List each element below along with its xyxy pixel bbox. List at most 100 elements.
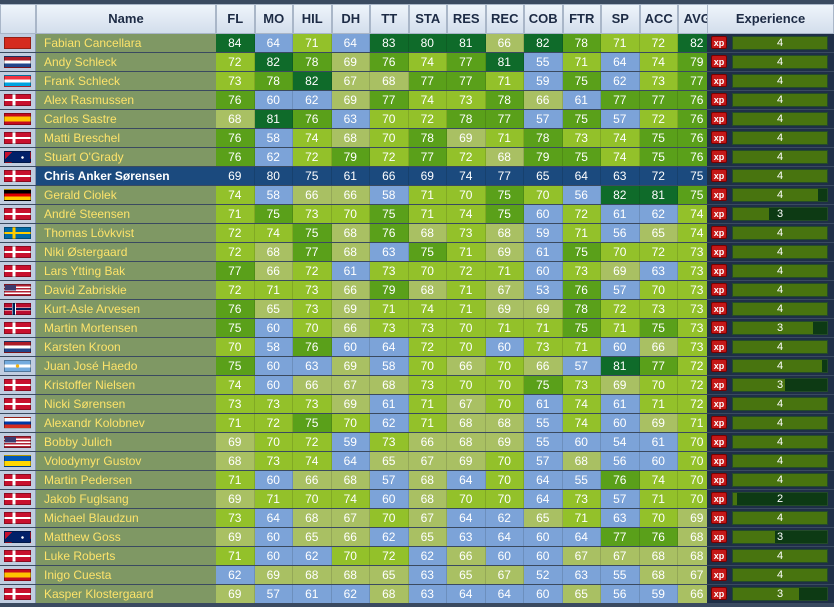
experience-cell: xp 4 <box>707 414 834 432</box>
experience-level: 4 <box>776 436 784 448</box>
rider-name[interactable]: Bobby Julich <box>36 433 216 451</box>
rider-name[interactable]: Jakob Fuglsang <box>36 490 216 508</box>
rider-row[interactable]: Nicki Sørensen 73 73 73 69 61 71 67 70 61 74 61 71 72… <box>0 395 834 414</box>
rider-name[interactable]: Niki Østergaard <box>36 243 216 261</box>
rider-name[interactable]: Matti Breschel <box>36 129 216 147</box>
xp-icon: xp <box>711 150 727 163</box>
rider-name[interactable]: Stuart O'Grady <box>36 148 216 166</box>
rider-name[interactable]: Karsten Kroon <box>36 338 216 356</box>
rider-row[interactable]: Alexandr Kolobnev 71 72 75 70 62 71 68 68 55 74 60 6… <box>0 414 834 433</box>
usa-flag-icon <box>4 436 31 448</box>
column-header-dh[interactable]: DH <box>331 4 370 34</box>
rider-row[interactable]: Lars Ytting Bak 77 66 72 61 73 70 72 71 60 73 69 63 7… <box>0 262 834 281</box>
rider-row[interactable]: David Zabriskie 72 71 73 66 79 68 71 67 53 76 57 70 7… <box>0 281 834 300</box>
rider-name[interactable]: Kristoffer Nielsen <box>36 376 216 394</box>
rider-row[interactable]: Luke Roberts 71 60 62 70 72 62 66 60 60 67 67 68 68 xp… <box>0 547 834 566</box>
stat-sta: 70 <box>408 262 447 280</box>
rider-name[interactable]: Martin Pedersen <box>36 471 216 489</box>
stat-avg: 72 <box>678 376 717 394</box>
rider-name[interactable]: Nicki Sørensen <box>36 395 216 413</box>
experience-level: 4 <box>776 189 784 201</box>
column-header-ftr[interactable]: FTR <box>562 4 601 34</box>
rider-name[interactable]: Carlos Sastre <box>36 110 216 128</box>
rider-row[interactable]: Niki Østergaard 72 68 77 68 63 75 71 69 61 75 70 72 7… <box>0 243 834 262</box>
stat-sp: 63 <box>601 509 640 527</box>
rider-name[interactable]: Luke Roberts <box>36 547 216 565</box>
column-header-mo[interactable]: MO <box>254 4 293 34</box>
experience-cell: xp 4 <box>707 452 834 470</box>
rider-row[interactable]: Juan José Haedo 75 60 63 69 58 70 66 70 66 57 81 77 7… <box>0 357 834 376</box>
rider-row[interactable]: Kristoffer Nielsen 74 60 66 67 68 73 70 70 75 73 69… <box>0 376 834 395</box>
stat-sp: 63 <box>601 167 640 185</box>
stat-ftr: 55 <box>562 471 601 489</box>
stat-cob: 64 <box>524 471 563 489</box>
column-header-res[interactable]: RES <box>447 4 486 34</box>
stat-hil: 66 <box>293 186 332 204</box>
stat-dh: 59 <box>331 433 370 451</box>
rider-row[interactable]: Matti Breschel 76 58 74 68 70 78 69 71 78 73 74 75 76… <box>0 129 834 148</box>
rider-row[interactable]: André Steensen 71 75 73 70 75 71 74 75 60 72 61 62 74… <box>0 205 834 224</box>
rider-row[interactable]: Martin Pedersen 71 60 66 68 57 68 64 70 64 55 76 74 7… <box>0 471 834 490</box>
rider-name[interactable]: Alex Rasmussen <box>36 91 216 109</box>
stat-dh: 67 <box>331 509 370 527</box>
rider-name[interactable]: David Zabriskie <box>36 281 216 299</box>
stat-ftr: 67 <box>562 547 601 565</box>
stat-cob: 73 <box>524 338 563 356</box>
rider-row[interactable]: Stuart O'Grady 76 62 72 79 72 77 72 68 79 75 74 75 76… <box>0 148 834 167</box>
stat-hil: 73 <box>293 205 332 223</box>
rider-name[interactable]: Volodymyr Gustov <box>36 452 216 470</box>
rider-name[interactable]: Inigo Cuesta <box>36 566 216 584</box>
stat-cob: 61 <box>524 243 563 261</box>
rider-row[interactable]: Volodymyr Gustov 68 73 74 64 65 67 69 70 57 68 56 60… <box>0 452 834 471</box>
rider-row[interactable]: Andy Schleck 72 82 78 69 76 74 77 81 55 71 64 74 79 xp… <box>0 53 834 72</box>
rider-row[interactable]: Inigo Cuesta 62 69 68 68 65 63 65 67 52 63 55 68 67 xp… <box>0 566 834 585</box>
rider-row[interactable]: Kasper Klostergaard 69 57 61 62 68 63 64 64 60 65 5… <box>0 585 834 604</box>
rider-name[interactable]: André Steensen <box>36 205 216 223</box>
column-header-acc[interactable]: ACC <box>639 4 678 34</box>
column-header-sp[interactable]: SP <box>601 4 640 34</box>
rider-row[interactable]: Frank Schleck 73 78 82 67 68 77 77 71 59 75 62 73 77 x… <box>0 72 834 91</box>
rider-row[interactable]: Martin Mortensen 75 60 70 66 73 73 70 71 71 75 71 75… <box>0 319 834 338</box>
column-header-experience[interactable]: Experience <box>707 4 834 34</box>
rider-name[interactable]: Chris Anker Sørensen <box>36 167 216 185</box>
rider-name[interactable]: Frank Schleck <box>36 72 216 90</box>
rider-name[interactable]: Matthew Goss <box>36 528 216 546</box>
rider-row[interactable]: Kurt-Asle Arvesen 76 65 73 69 71 74 71 69 69 78 72 7… <box>0 300 834 319</box>
rider-name[interactable]: Martin Mortensen <box>36 319 216 337</box>
rider-row[interactable]: Michael Blaudzun 73 64 68 67 70 67 64 62 65 71 63 70… <box>0 509 834 528</box>
stat-hil: 62 <box>293 91 332 109</box>
column-header-tt[interactable]: TT <box>370 4 409 34</box>
rider-name[interactable]: Lars Ytting Bak <box>36 262 216 280</box>
rider-name[interactable]: Kasper Klostergaard <box>36 585 216 603</box>
rider-name[interactable]: Kurt-Asle Arvesen <box>36 300 216 318</box>
rider-row[interactable]: Thomas Lövkvist 72 74 75 68 76 68 73 68 59 71 56 65 7… <box>0 224 834 243</box>
stat-dh: 68 <box>331 129 370 147</box>
rider-name[interactable]: Andy Schleck <box>36 53 216 71</box>
rider-row[interactable]: Carlos Sastre 68 81 76 63 70 72 78 77 57 75 57 72 76 x… <box>0 110 834 129</box>
rider-row[interactable]: Alex Rasmussen 76 60 62 69 77 74 73 78 66 61 77 77 76… <box>0 91 834 110</box>
stat-res: 71 <box>447 281 486 299</box>
rider-name[interactable]: Alexandr Kolobnev <box>36 414 216 432</box>
rider-row[interactable]: Matthew Goss 69 60 65 66 62 65 63 64 60 64 77 76 68 xp… <box>0 528 834 547</box>
rider-row[interactable]: Gerald Ciolek 74 58 66 66 58 71 70 75 70 56 82 81 75 x… <box>0 186 834 205</box>
column-header-name[interactable]: Name <box>36 4 216 34</box>
rider-row[interactable]: Jakob Fuglsang 69 71 70 74 60 68 70 70 64 73 57 71 70… <box>0 490 834 509</box>
rider-row[interactable]: Chris Anker Sørensen 69 80 75 61 66 69 74 77 65 64… <box>0 167 834 186</box>
rider-row[interactable]: Fabian Cancellara 84 64 71 64 83 80 81 66 82 78 71 7… <box>0 34 834 53</box>
stat-sp: 57 <box>601 490 640 508</box>
stat-acc: 66 <box>639 338 678 356</box>
rider-row[interactable]: Bobby Julich 69 70 72 59 73 66 68 69 55 60 54 61 70 xp… <box>0 433 834 452</box>
rider-name[interactable]: Michael Blaudzun <box>36 509 216 527</box>
column-header-fl[interactable]: FL <box>216 4 255 34</box>
column-header-sta[interactable]: STA <box>408 4 447 34</box>
rider-name[interactable]: Gerald Ciolek <box>36 186 216 204</box>
column-header-rec[interactable]: REC <box>485 4 524 34</box>
column-header-hil[interactable]: HIL <box>293 4 332 34</box>
stat-cob: 82 <box>524 34 563 52</box>
rider-name[interactable]: Fabian Cancellara <box>36 34 216 52</box>
xp-icon: xp <box>711 131 727 144</box>
rider-name[interactable]: Juan José Haedo <box>36 357 216 375</box>
rider-row[interactable]: Karsten Kroon 70 58 76 60 64 72 70 60 73 71 60 66 73 x… <box>0 338 834 357</box>
rider-name[interactable]: Thomas Lövkvist <box>36 224 216 242</box>
column-header-cob[interactable]: COB <box>524 4 563 34</box>
